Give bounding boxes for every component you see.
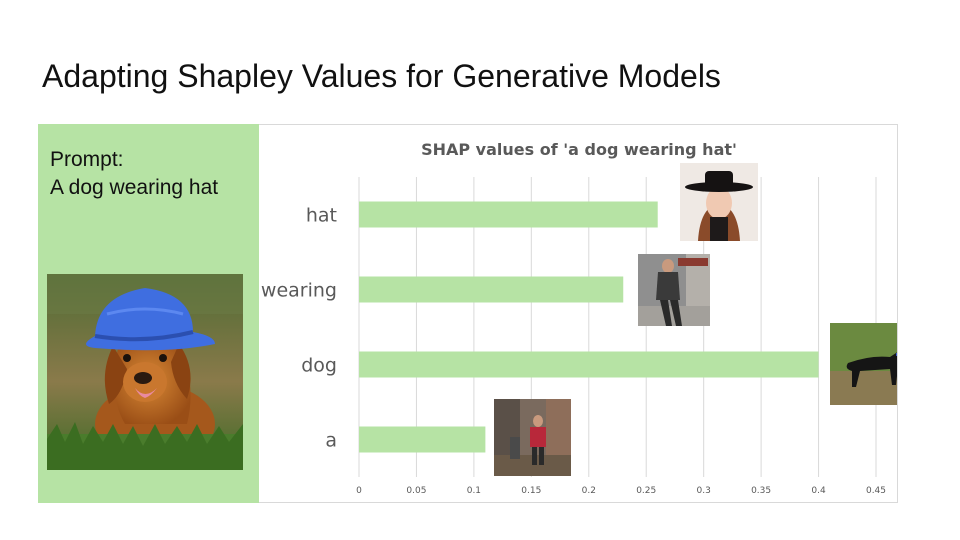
category-label-a: a bbox=[325, 430, 337, 452]
x-tick-label: 0.45 bbox=[866, 486, 886, 496]
prompt-text: A dog wearing hat bbox=[50, 176, 219, 199]
shap-bar-chart: SHAP values of 'a dog wearing hat' hat we… bbox=[261, 140, 897, 496]
prompt-label: Prompt: bbox=[50, 148, 124, 171]
x-tick-label: 0.1 bbox=[467, 486, 481, 496]
category-label-wearing: wearing bbox=[261, 280, 337, 302]
x-tick-label: 0.3 bbox=[697, 486, 711, 496]
x-tick-label: 0.2 bbox=[582, 486, 596, 496]
bar-wearing bbox=[359, 276, 624, 303]
wearing-person-image bbox=[638, 254, 710, 326]
category-label-dog: dog bbox=[301, 355, 337, 377]
bar-a bbox=[359, 426, 486, 453]
a-scene-image bbox=[494, 399, 571, 476]
hat-woman-image bbox=[680, 163, 758, 241]
chart-title: SHAP values of 'a dog wearing hat' bbox=[421, 140, 737, 159]
prompt-panel: Prompt: A dog wearing hat bbox=[38, 124, 259, 503]
x-tick-label: 0.4 bbox=[811, 486, 826, 496]
bar-dog bbox=[359, 351, 819, 378]
slide-title: Adapting Shapley Values for Generative M… bbox=[42, 58, 721, 94]
dog-wearing-hat-image bbox=[47, 274, 243, 470]
x-tick-label: 0.35 bbox=[751, 486, 771, 496]
bar-hat bbox=[359, 201, 658, 228]
x-tick-label: 0.05 bbox=[406, 486, 426, 496]
x-tick-label: 0.15 bbox=[521, 486, 541, 496]
x-tick-label: 0 bbox=[356, 486, 362, 496]
dog-image bbox=[830, 323, 897, 405]
chart-box: SHAP values of 'a dog wearing hat' hat we… bbox=[259, 124, 898, 503]
x-tick-label: 0.25 bbox=[636, 486, 656, 496]
category-label-hat: hat bbox=[306, 205, 337, 227]
